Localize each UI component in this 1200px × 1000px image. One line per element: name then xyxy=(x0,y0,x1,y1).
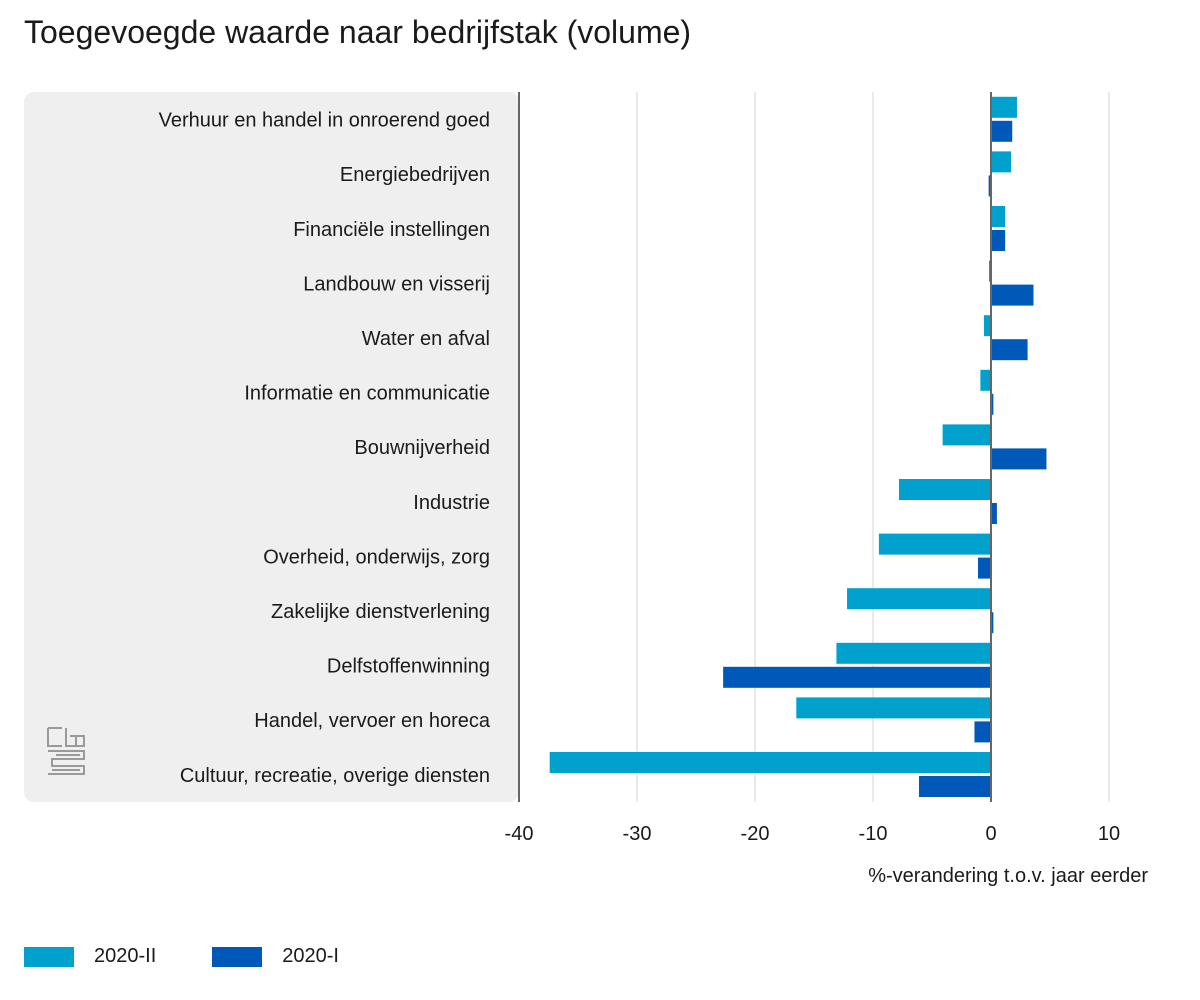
bar-series-2 xyxy=(974,721,991,743)
category-label: Industrie xyxy=(413,492,490,514)
bar-series-2 xyxy=(978,557,991,579)
bar-series-2 xyxy=(991,448,1047,470)
category-label: Energiebedrijven xyxy=(340,164,490,186)
bar-series-2 xyxy=(991,393,994,415)
legend: 2020-II 2020-I xyxy=(24,945,395,968)
category-label: Delfstoffenwinning xyxy=(327,656,490,678)
category-label: Handel, vervoer en horeca xyxy=(254,710,491,732)
legend-item: 2020-II xyxy=(24,945,156,968)
category-label: Overheid, onderwijs, zorg xyxy=(263,546,490,568)
x-tick-label: 10 xyxy=(1098,823,1120,845)
category-label: Zakelijke dienstverlening xyxy=(271,601,490,623)
category-label: Landbouw en visserij xyxy=(303,273,490,295)
bar-series-1 xyxy=(898,479,991,500)
bar-series-2 xyxy=(991,503,997,524)
x-tick-label: -10 xyxy=(859,823,888,845)
category-label: Financiële instellingen xyxy=(293,219,490,241)
bar-series-2 xyxy=(723,666,991,688)
bar-series-1 xyxy=(991,96,1017,118)
bar-series-2 xyxy=(919,776,991,797)
bar-series-1 xyxy=(878,533,991,555)
category-label: Verhuur en handel in onroerend goed xyxy=(159,110,490,132)
bar-series-1 xyxy=(847,588,991,610)
x-tick-label: -40 xyxy=(505,823,534,845)
category-label: Bouwnijverheid xyxy=(354,437,490,459)
bar-series-1 xyxy=(991,151,1012,173)
bar-series-1 xyxy=(980,369,991,391)
bar-series-2 xyxy=(988,175,991,197)
legend-item: 2020-I xyxy=(212,945,339,968)
category-label: Informatie en communicatie xyxy=(244,383,490,405)
x-axis-label: %-verandering t.o.v. jaar eerder xyxy=(868,865,1148,887)
bar-series-2 xyxy=(991,612,994,634)
cbs-logo-icon xyxy=(47,727,85,775)
bar-series-1 xyxy=(983,315,991,337)
x-tick-label: -30 xyxy=(623,823,652,845)
bar-series-1 xyxy=(549,752,991,773)
bar-series-1 xyxy=(836,642,991,664)
x-tick-label: -20 xyxy=(741,823,770,845)
bar-series-1 xyxy=(991,206,1006,227)
bar-series-1 xyxy=(942,424,991,446)
legend-swatch xyxy=(212,946,263,967)
bar-series-2 xyxy=(991,284,1034,306)
bar-series-2 xyxy=(991,230,1006,251)
category-label: Cultuur, recreatie, overige diensten xyxy=(180,765,490,787)
x-tick-label: 0 xyxy=(985,823,996,845)
legend-label: 2020-I xyxy=(282,945,339,967)
chart-title: Toegevoegde waarde naar bedrijfstak (vol… xyxy=(24,14,692,50)
bar-series-2 xyxy=(991,120,1013,142)
legend-label: 2020-II xyxy=(94,945,157,967)
bar-series-2 xyxy=(991,339,1028,361)
legend-swatch xyxy=(24,946,74,967)
category-panel xyxy=(24,92,519,802)
category-label: Water en afval xyxy=(362,328,490,350)
bar-series-1 xyxy=(796,697,991,719)
